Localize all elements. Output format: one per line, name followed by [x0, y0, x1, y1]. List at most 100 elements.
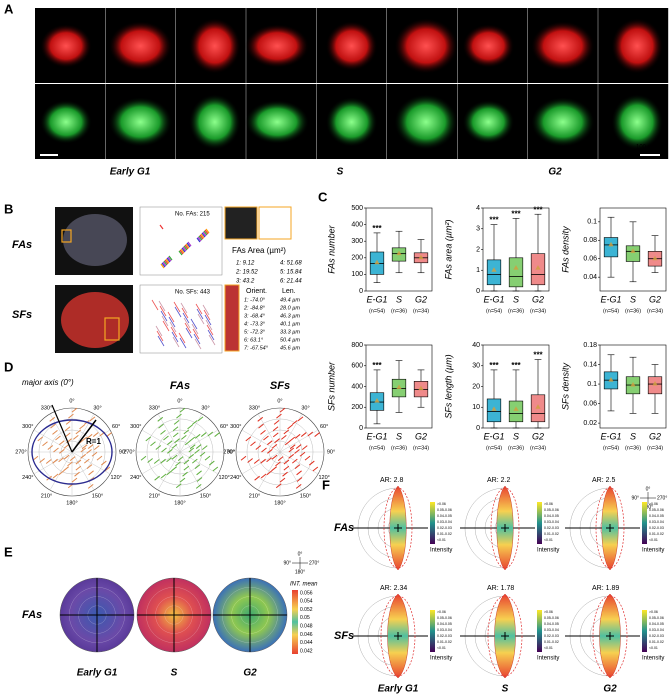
legend-title: Intensity [537, 656, 559, 662]
annotation: major axis (0°) [22, 378, 74, 387]
fiber [299, 451, 306, 457]
legend-tick: 0.042 [300, 648, 313, 654]
count-label: (n=54) [369, 308, 385, 314]
fiber [182, 471, 188, 477]
fiber [194, 449, 200, 454]
panel-label: A [4, 1, 14, 16]
mean-marker [396, 250, 402, 256]
fiber [75, 459, 82, 465]
count-label: (n=54) [486, 308, 502, 314]
y-axis-label: SFs number [326, 361, 336, 411]
aspect-ratio: AR: 2.34 [380, 585, 407, 592]
y-tick-label: 600 [351, 363, 363, 370]
x-tick-label: E-G1 [483, 294, 504, 304]
plot-frame [365, 207, 433, 292]
fiber [281, 434, 287, 440]
legend-tick: 0.02-0.03 [649, 526, 664, 530]
box [603, 237, 619, 258]
y-tick-label: 400 [351, 221, 363, 228]
mean-marker [418, 254, 424, 260]
fiber [80, 453, 87, 459]
x-tick-label: E-G1 [366, 431, 387, 441]
segment [167, 256, 172, 262]
angle-label: 120° [110, 475, 121, 481]
legend-tick: >0.06 [437, 610, 446, 614]
orient-value: 4: -73.3° [244, 321, 266, 327]
y-tick-label: 3 [476, 226, 480, 233]
x-tick-label: S [396, 294, 402, 304]
x-tick-label: G2 [415, 431, 427, 441]
fiber [49, 416, 56, 422]
y-tick-label: 0.1 [587, 219, 597, 226]
mean-marker [418, 385, 424, 391]
orient-value: 5: -72.3° [244, 329, 266, 335]
annotation: R=1 [86, 437, 101, 446]
fiber [271, 466, 277, 472]
length-value: 45.6 µm [280, 345, 300, 351]
segment [180, 248, 185, 254]
segment [198, 235, 203, 241]
legend-title: Intensity [537, 548, 559, 554]
fiber [245, 436, 252, 442]
fiber [260, 458, 266, 464]
fiber [194, 464, 201, 470]
fiber [275, 461, 281, 467]
cell [63, 214, 127, 266]
phase-label: S [337, 167, 344, 178]
legend-tick: 0.05-0.06 [544, 616, 559, 620]
fiber [65, 420, 72, 425]
segment [200, 233, 205, 239]
legend-tick: 0.054 [300, 599, 313, 605]
fiber [64, 432, 71, 438]
fiber [255, 445, 262, 450]
fit-ellipse [487, 595, 523, 677]
colorbar [642, 610, 647, 652]
y-tick-label: 1 [476, 267, 480, 274]
segment [202, 304, 210, 316]
fiber [79, 424, 85, 430]
compass-label: 90° [631, 495, 639, 501]
orient-value: 6: 63.1° [244, 337, 264, 343]
legend-tick: 0.046 [300, 632, 313, 638]
inset [224, 206, 258, 240]
count-label: (n=34) [530, 308, 546, 314]
mean-marker [535, 404, 541, 409]
legend-tick: 0.01-0.02 [649, 532, 664, 536]
segment [178, 250, 183, 256]
area-value: 4: 51.68 [280, 261, 302, 267]
fiber [196, 477, 203, 482]
cell [325, 97, 378, 147]
legend-tick: 0.03-0.04 [437, 628, 452, 632]
axis-arrow [51, 404, 73, 453]
phase-label: G2 [243, 668, 257, 679]
column-header: Orient. [246, 288, 267, 295]
segment [161, 262, 166, 268]
fiber [52, 473, 59, 479]
fiber [301, 445, 308, 451]
segment [197, 236, 202, 242]
fiber [284, 440, 291, 446]
x-tick-label: S [630, 431, 636, 441]
y-tick-label: 0.14 [583, 361, 597, 368]
legend-tick: 0.01-0.02 [544, 532, 559, 536]
count-label: (n=36) [391, 445, 407, 451]
fiber [209, 460, 215, 466]
angle-label: 0° [177, 398, 182, 404]
x-tick-label: E-G1 [600, 294, 621, 304]
colorbar [642, 502, 647, 544]
segment [171, 331, 179, 343]
fiber [272, 432, 279, 438]
fiber [81, 444, 88, 450]
inset [258, 206, 292, 240]
aspect-ratio: AR: 2.8 [380, 477, 403, 484]
angle-label: 0° [69, 398, 74, 404]
legend-tick: 0.03-0.04 [437, 520, 452, 524]
cell [245, 24, 310, 68]
fiber [39, 458, 45, 463]
fiber [37, 436, 44, 442]
mean-marker [608, 377, 614, 382]
count-label: (n=34) [530, 445, 546, 451]
mean-marker [630, 248, 636, 253]
plot-title: FAs [170, 380, 190, 392]
